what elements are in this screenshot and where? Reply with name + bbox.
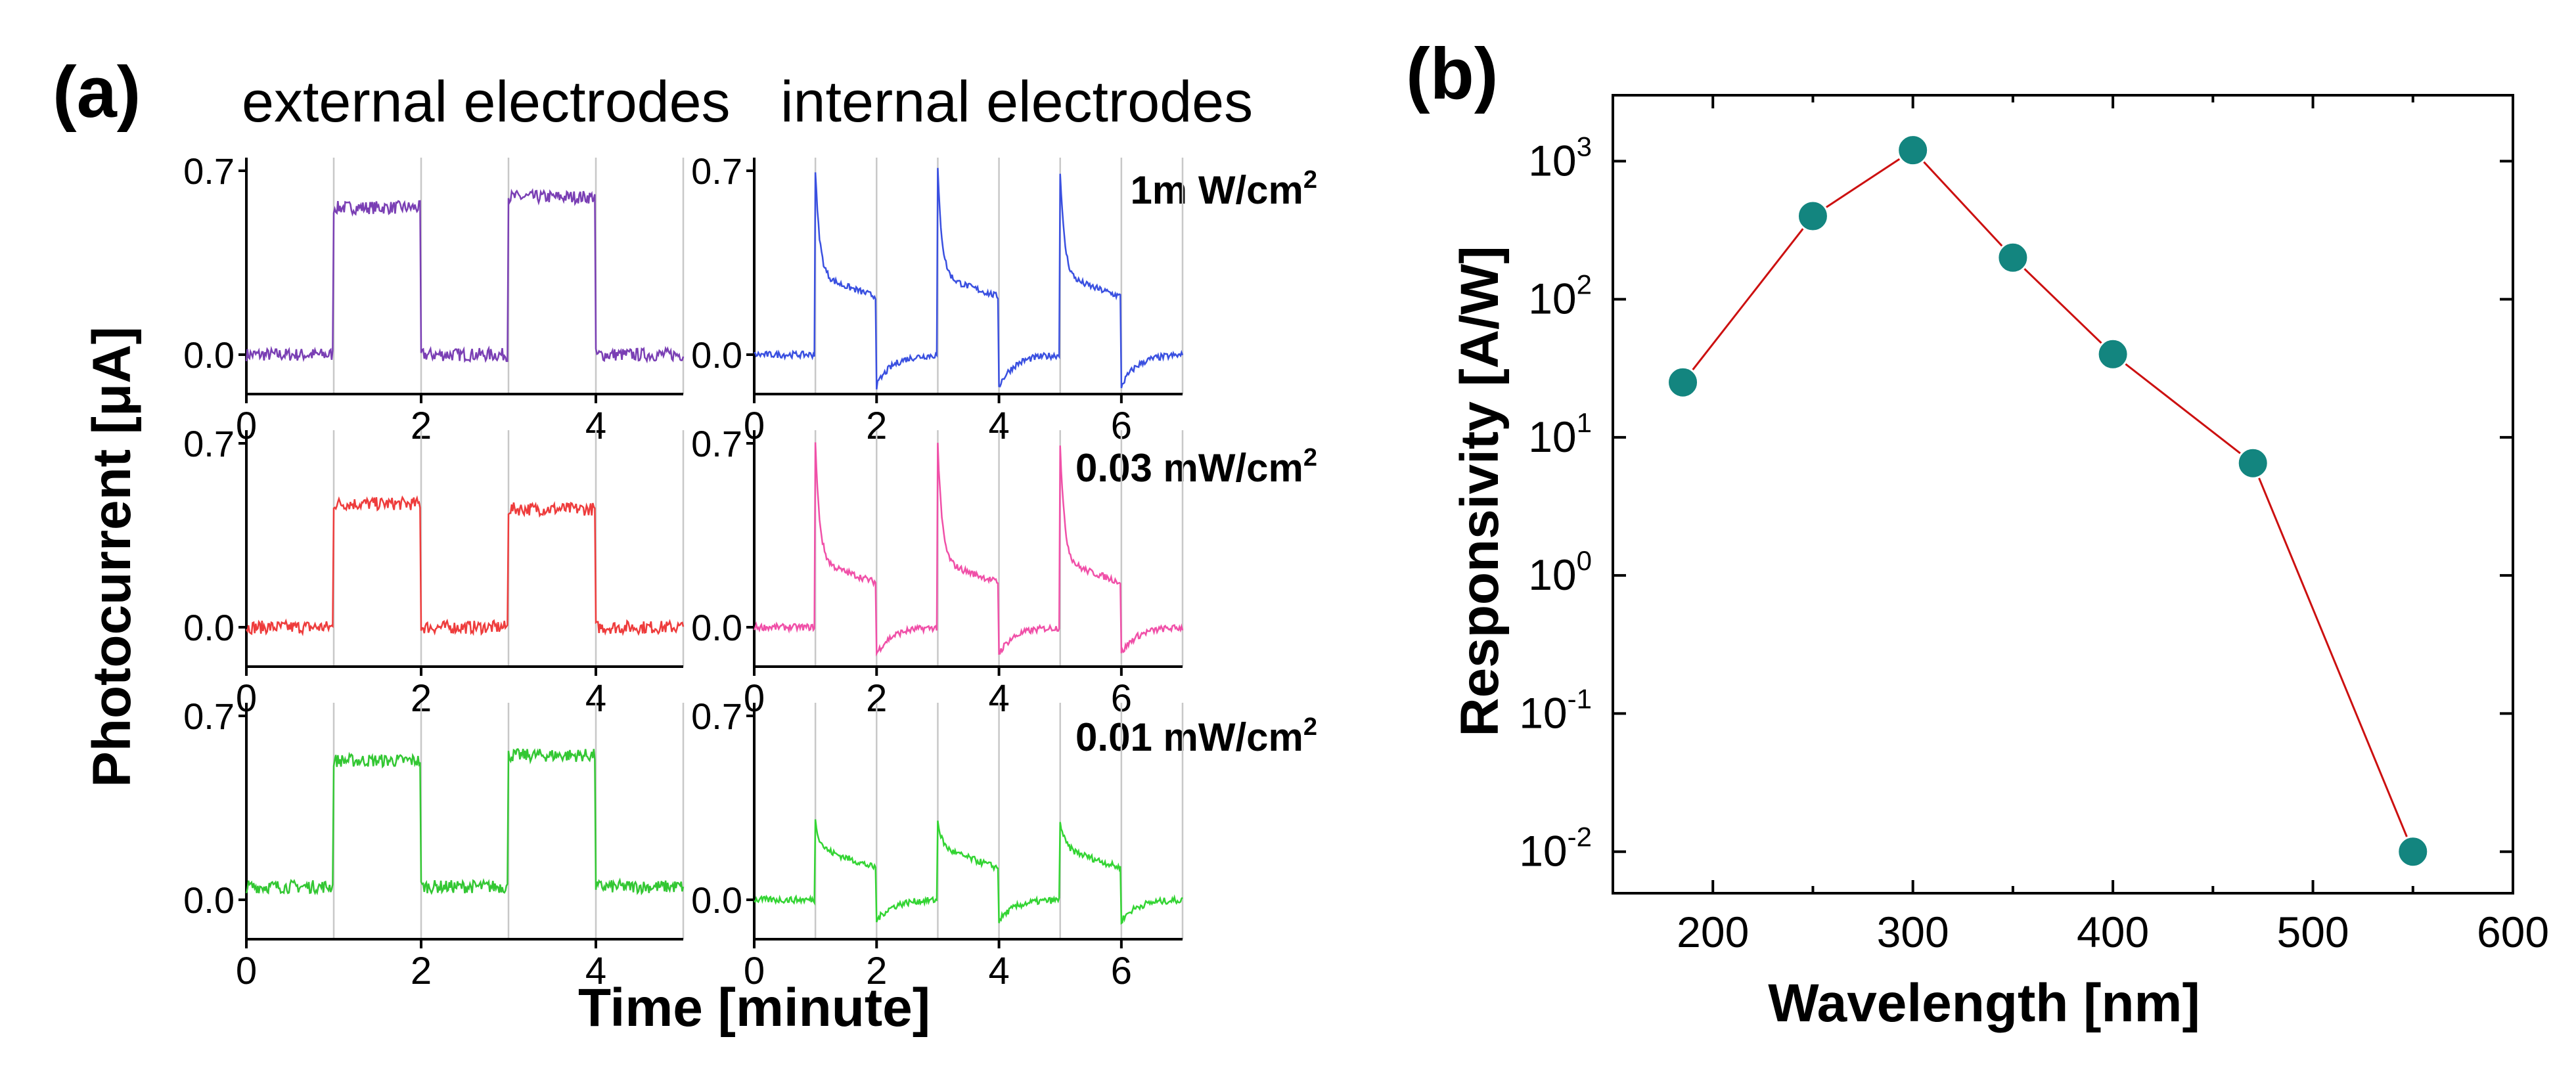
xlabel-a: Time [minute] — [578, 978, 930, 1038]
y-tick-label: 10-1 — [1519, 683, 1592, 737]
panel-a-label: (a) — [53, 52, 141, 133]
y-tick-label: 0.7 — [691, 423, 742, 464]
intensity-label: 0.03 mW/cm2 — [1075, 444, 1317, 490]
x-tick-label: 2 — [866, 950, 887, 992]
intensity-label: 1m W/cm2 — [1130, 166, 1317, 212]
y-tick-label: 100 — [1528, 545, 1592, 599]
column-title-external: external electrodes — [242, 69, 731, 134]
x-tick-label: 500 — [2276, 908, 2349, 956]
y-tick-label: 0.7 — [183, 423, 235, 464]
x-tick-label: 0 — [236, 950, 257, 992]
x-tick-label: 6 — [1111, 950, 1132, 992]
ylabel-b: Responsivity [A/W] — [1450, 246, 1510, 736]
intensity-label: 0.01 mW/cm2 — [1075, 713, 1317, 759]
data-point — [2236, 447, 2269, 479]
x-tick-label: 0 — [744, 950, 765, 992]
column-title-internal: internal electrodes — [780, 69, 1253, 134]
x-tick-label: 300 — [1877, 908, 1949, 956]
y-tick-label: 0.0 — [691, 334, 742, 376]
y-tick-label: 0.0 — [691, 607, 742, 648]
y-tick-label: 0.0 — [183, 879, 235, 921]
photocurrent-trace — [753, 442, 1184, 657]
x-tick-label: 400 — [2077, 908, 2149, 956]
photocurrent-trace — [245, 747, 685, 896]
y-tick-label: 0.0 — [183, 607, 235, 648]
y-tick-label: 10-2 — [1519, 822, 1592, 875]
y-tick-label: 0.7 — [183, 150, 235, 192]
y-tick-label: 0.7 — [691, 150, 742, 192]
xlabel-b: Wavelength [nm] — [1768, 973, 2200, 1033]
x-tick-label: 4 — [585, 950, 606, 992]
responsivity-line — [1682, 148, 2414, 852]
panel-b-plot: 200 300 400 500 600 10-2 10-1 100 101 102 103 — [1519, 94, 2549, 956]
panel-b-label: (b) — [1406, 33, 1498, 114]
y-tick-label: 101 — [1528, 407, 1592, 461]
ylabel-a: Photocurrent [μA] — [82, 326, 142, 787]
data-point — [2096, 338, 2129, 370]
y-tick-label: 0.7 — [691, 696, 742, 737]
photocurrent-trace — [754, 167, 1184, 390]
y-tick-label: 102 — [1528, 269, 1592, 323]
y-tick-label: 0.0 — [691, 879, 742, 921]
y-tick-label: 0.7 — [183, 696, 235, 737]
data-point — [2397, 835, 2429, 868]
y-tick-label: 0.0 — [183, 334, 235, 376]
x-tick-label: 2 — [411, 950, 432, 992]
x-tick-label: 4 — [988, 950, 1009, 992]
data-point — [1667, 366, 1700, 399]
y-tick-label: 103 — [1528, 131, 1592, 185]
data-point — [1796, 200, 1829, 232]
photocurrent-trace — [754, 819, 1183, 925]
data-point — [1997, 241, 2029, 274]
data-point — [1897, 134, 1930, 167]
photocurrent-trace — [245, 495, 685, 636]
x-tick-label: 200 — [1677, 908, 1749, 956]
panel-a-plots: 0.00.70 2 40.00.70 2 40.00.70 2 40.00.70 2 4 60.0… — [183, 150, 1184, 992]
photocurrent-trace — [245, 188, 685, 364]
x-tick-label: 600 — [2477, 908, 2549, 956]
plot-frame — [1612, 94, 2514, 895]
